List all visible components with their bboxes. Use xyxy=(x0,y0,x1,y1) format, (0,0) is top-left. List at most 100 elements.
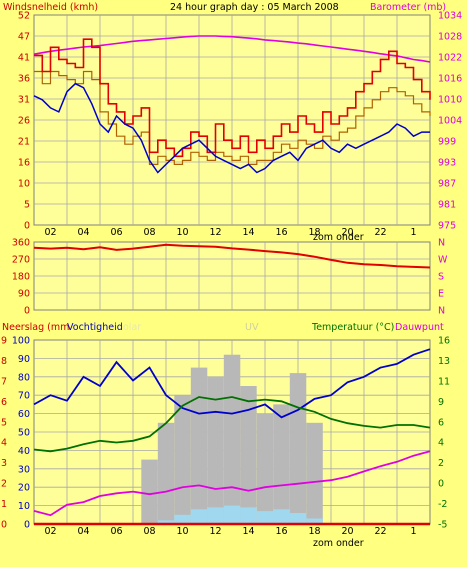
uv-bar xyxy=(289,513,307,524)
wind-left-ticks: 52 47 41 36 31 26 21 16 10 5 0 xyxy=(18,11,30,232)
barometer-right-ticks: 1034 1028 1022 1016 1010 1004 999 993 987 981 975 xyxy=(438,11,462,232)
direction-tick-label: 180 xyxy=(12,272,30,283)
solar-bar xyxy=(256,413,274,524)
uv-bar xyxy=(240,507,257,524)
humidity-x-tick-label: 08 xyxy=(143,526,155,537)
compass-tick-label: N xyxy=(438,306,445,317)
direction-tick-label: 270 xyxy=(12,255,30,266)
wind-x-tick-label: 08 xyxy=(143,227,155,238)
barometer-tick-label: 1022 xyxy=(438,53,462,64)
direction-tick-label: 360 xyxy=(12,238,30,249)
wind-barometer-chart: Windsnelheid (kmh) 24 hour graph day : 0… xyxy=(3,2,462,243)
humidity-tick-label: 10 xyxy=(18,501,30,512)
temperature-tick-label: 13 xyxy=(438,356,450,367)
uv-bar xyxy=(306,518,323,524)
wind-x-tick-label: 04 xyxy=(77,227,89,238)
dewpoint-axis-label: Dauwpunt xyxy=(395,322,444,333)
wind-tick-label: 16 xyxy=(18,158,30,169)
barometer-tick-label: 987 xyxy=(438,179,456,190)
temperature-tick-label: -2 xyxy=(438,499,447,510)
solar-bar xyxy=(306,422,323,524)
uv-bar xyxy=(157,520,175,524)
barometer-tick-label: 1004 xyxy=(438,116,462,127)
wind-x-tick-label: 16 xyxy=(275,227,287,238)
temperature-line xyxy=(33,396,431,453)
humidity-tick-label: 50 xyxy=(18,428,30,439)
sunset-caption: zom onder xyxy=(313,232,364,243)
wind-axis-label: Windsnelheid (kmh) xyxy=(3,2,98,13)
wind-tick-label: 5 xyxy=(24,200,30,211)
temperature-tick-label: 11 xyxy=(438,376,450,387)
direction-left-ticks: 360 270 180 90 0 xyxy=(12,238,30,317)
barometer-tick-label: 975 xyxy=(438,221,456,232)
rain-tick-label: 3 xyxy=(1,458,7,469)
temperature-axis-label: Temperatuur (°C) xyxy=(311,322,394,333)
humidity-x-tick-label: 10 xyxy=(176,526,188,537)
humidity-x-tick-label: 20 xyxy=(341,526,353,537)
barometer-tick-label: 1028 xyxy=(438,32,462,43)
humidity-x-tick-label: 04 xyxy=(77,526,89,537)
humidity-tick-label: 70 xyxy=(18,391,30,402)
barometer-tick-label: 981 xyxy=(438,200,456,211)
barometer-tick-label: 1010 xyxy=(438,95,462,106)
wind-tick-label: 36 xyxy=(18,74,30,85)
uv-bar xyxy=(174,514,191,524)
humidity-tick-label: 20 xyxy=(18,483,30,494)
temperature-tick-label: 6 xyxy=(438,417,444,428)
solar-bar xyxy=(240,386,257,524)
humidity-tick-label: 40 xyxy=(18,446,30,457)
wind-x-tick-label: 02 xyxy=(44,227,56,238)
barometer-axis-label: Barometer (mb) xyxy=(370,2,446,13)
wind-x-tick-label: 10 xyxy=(176,227,188,238)
rain-tick-label: 9 xyxy=(1,336,7,347)
direction-tick-label: 0 xyxy=(24,306,30,317)
rain-tick-label: 2 xyxy=(1,479,7,490)
wind-tick-label: 21 xyxy=(18,137,30,148)
direction-tick-label: 90 xyxy=(18,289,30,300)
uv-axis-label: UV xyxy=(245,322,259,333)
rain-tick-label: 0 xyxy=(1,520,7,531)
rain-tick-label: 7 xyxy=(1,376,7,387)
compass-tick-label: N xyxy=(438,238,445,249)
wind-tick-label: 41 xyxy=(18,53,30,64)
compass-tick-label: E xyxy=(438,289,444,300)
barometer-tick-label: 1034 xyxy=(438,11,462,22)
dewpoint-line xyxy=(33,450,431,517)
humidity-x-tick-label: 22 xyxy=(374,526,386,537)
sunset-caption-bottom: zom onder xyxy=(313,538,364,549)
humidity-tick-label: 30 xyxy=(18,464,30,475)
uv-bar xyxy=(256,511,274,524)
humidity-x-tick-label: 18 xyxy=(308,526,320,537)
humidity-tick-label: 100 xyxy=(12,336,30,347)
humidity-tick-label: 90 xyxy=(18,354,30,365)
barometer-tick-label: 1016 xyxy=(438,74,462,85)
uv-bar xyxy=(223,505,241,524)
direction-series xyxy=(33,243,431,269)
solar-bar xyxy=(190,367,208,524)
barometer-line xyxy=(33,35,431,63)
temperature-tick-label: 0 xyxy=(438,479,444,490)
solar-bar xyxy=(223,354,241,524)
solar-bar xyxy=(273,404,290,524)
wind-speed-line xyxy=(33,82,430,174)
wind-average-line xyxy=(34,70,431,165)
humidity-x-tick-label: 06 xyxy=(110,526,122,537)
wind-direction-line xyxy=(33,243,431,269)
humidity-tick-label: 60 xyxy=(18,409,30,420)
humidity-tick-label: 0 xyxy=(24,520,30,531)
wind-tick-label: 31 xyxy=(18,95,30,106)
humidity-x-tick-label: 14 xyxy=(242,526,254,537)
wind-x-tick-label: 20 xyxy=(341,227,353,238)
wind-x-tick-label: 18 xyxy=(308,227,320,238)
rain-tick-label: 1 xyxy=(1,499,7,510)
humidity-x-tick-label: 16 xyxy=(275,526,287,537)
temperature-tick-label: 9 xyxy=(438,397,444,408)
rain-left-ticks: 9 8 7 6 5 4 3 2 1 0 xyxy=(1,336,7,531)
direction-grid xyxy=(34,242,430,310)
rain-tick-label: 8 xyxy=(1,356,7,367)
solar-bar xyxy=(174,395,191,524)
